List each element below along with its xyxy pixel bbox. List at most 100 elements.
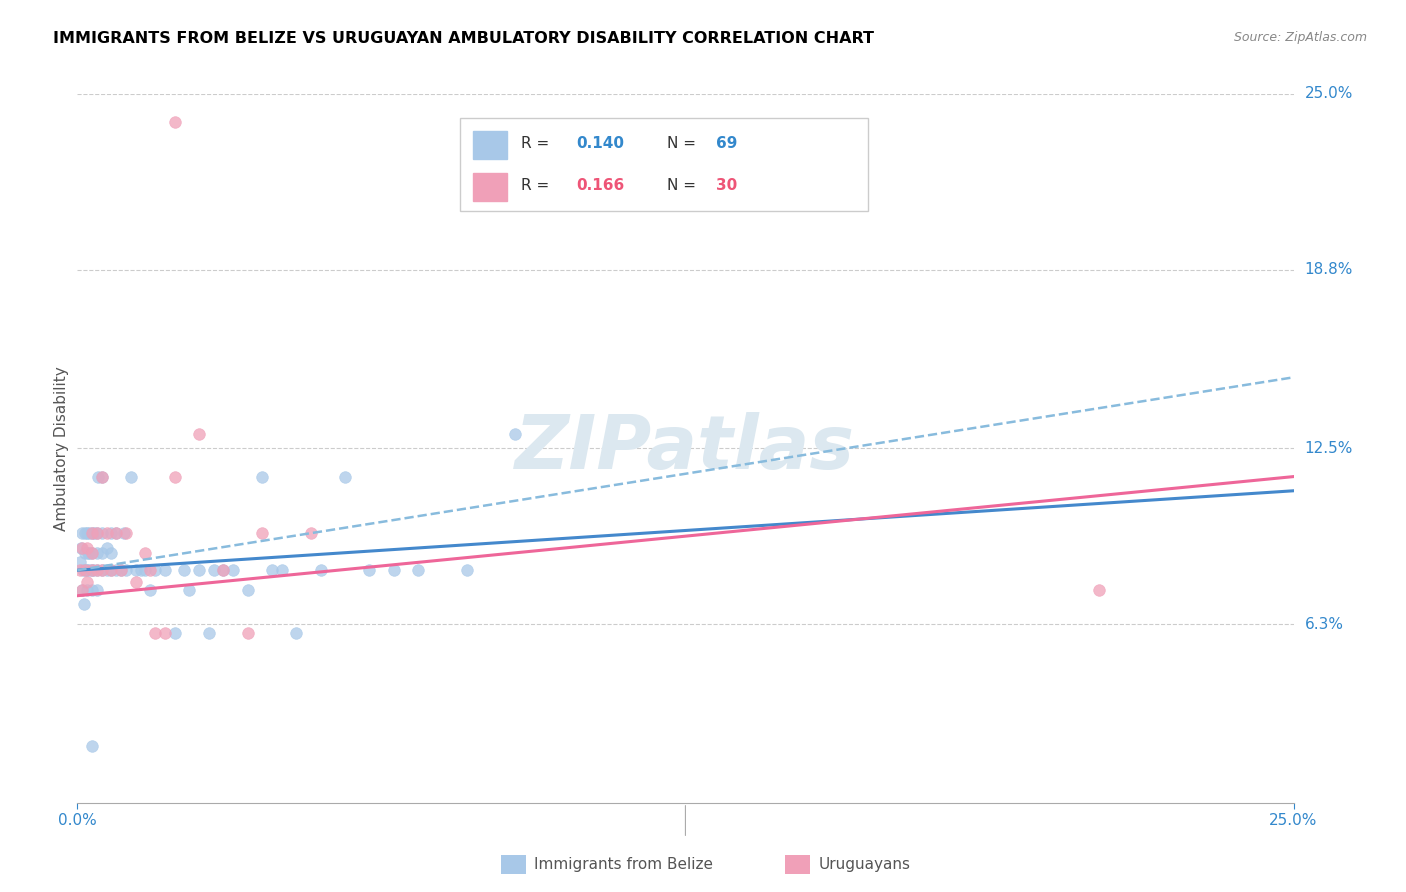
Point — [76, 541, 98, 555]
Point — [90, 469, 112, 483]
Point — [188, 427, 211, 442]
Text: Immigrants from Belize: Immigrants from Belize — [534, 857, 713, 871]
Point — [188, 563, 211, 577]
Point — [236, 583, 259, 598]
Point — [105, 563, 128, 577]
Text: 25.0%: 25.0% — [1305, 87, 1353, 101]
Point — [105, 526, 128, 541]
Point — [100, 563, 122, 577]
Point — [75, 563, 97, 577]
Point — [285, 625, 308, 640]
Point — [139, 563, 162, 577]
Point — [69, 555, 91, 569]
Point — [86, 563, 108, 577]
Point — [90, 546, 112, 560]
Point — [80, 583, 103, 598]
Point — [76, 526, 98, 541]
Point — [115, 563, 138, 577]
Point — [72, 563, 94, 577]
FancyBboxPatch shape — [460, 119, 868, 211]
Point — [309, 563, 332, 577]
Point — [153, 563, 176, 577]
Point — [86, 583, 108, 598]
Point — [83, 526, 105, 541]
Point — [90, 469, 112, 483]
Point — [143, 625, 166, 640]
Point — [80, 546, 103, 560]
Text: Uruguayans: Uruguayans — [818, 857, 910, 871]
Point — [163, 625, 186, 640]
Point — [70, 541, 93, 555]
Point — [115, 526, 138, 541]
Text: 6.3%: 6.3% — [1305, 616, 1344, 632]
Point — [90, 563, 112, 577]
Point — [80, 739, 103, 753]
Point — [125, 563, 148, 577]
Point — [260, 563, 283, 577]
Text: 18.8%: 18.8% — [1305, 262, 1353, 277]
Text: ZIPatlas: ZIPatlas — [516, 412, 855, 484]
Point — [179, 583, 201, 598]
Text: IMMIGRANTS FROM BELIZE VS URUGUAYAN AMBULATORY DISABILITY CORRELATION CHART: IMMIGRANTS FROM BELIZE VS URUGUAYAN AMBU… — [53, 31, 875, 46]
Point — [125, 574, 148, 589]
Bar — [472, 130, 506, 159]
Point — [110, 563, 132, 577]
Point — [134, 563, 156, 577]
Text: 30: 30 — [716, 178, 737, 194]
Point — [299, 526, 322, 541]
Point — [86, 526, 108, 541]
Point — [139, 583, 162, 598]
Point — [86, 563, 108, 577]
Text: R =: R = — [522, 136, 554, 151]
Point — [80, 563, 103, 577]
Point — [90, 526, 112, 541]
Point — [76, 574, 98, 589]
Point — [110, 563, 132, 577]
Point — [112, 526, 135, 541]
Point — [406, 563, 429, 577]
Text: N =: N = — [668, 136, 702, 151]
Point — [163, 469, 186, 483]
Point — [70, 583, 93, 598]
Text: 0.166: 0.166 — [576, 178, 624, 194]
Point — [96, 563, 118, 577]
Point — [202, 563, 225, 577]
Point — [134, 546, 156, 560]
Point — [236, 625, 259, 640]
Point — [76, 563, 98, 577]
Text: 0.140: 0.140 — [576, 136, 624, 151]
Text: 69: 69 — [716, 136, 737, 151]
Point — [222, 563, 245, 577]
Point — [503, 427, 526, 442]
Point — [1088, 583, 1111, 598]
Point — [96, 526, 118, 541]
Point — [76, 583, 98, 598]
Point — [333, 469, 356, 483]
Point — [100, 546, 122, 560]
Point — [212, 563, 235, 577]
Text: Source: ZipAtlas.com: Source: ZipAtlas.com — [1233, 31, 1367, 45]
Point — [82, 563, 104, 577]
Point — [120, 469, 142, 483]
Y-axis label: Ambulatory Disability: Ambulatory Disability — [53, 366, 69, 531]
Point — [250, 526, 273, 541]
Point — [79, 526, 101, 541]
Point — [79, 546, 101, 560]
Point — [456, 563, 478, 577]
Point — [100, 563, 122, 577]
Point — [70, 526, 93, 541]
Point — [72, 597, 94, 611]
Point — [70, 583, 93, 598]
Point — [250, 469, 273, 483]
Point — [100, 526, 122, 541]
Point — [77, 546, 100, 560]
Point — [87, 469, 110, 483]
Point — [73, 563, 96, 577]
Point — [90, 563, 112, 577]
Point — [69, 563, 91, 577]
Point — [77, 563, 100, 577]
Point — [80, 526, 103, 541]
Point — [73, 546, 96, 560]
Point — [173, 563, 195, 577]
Point — [105, 526, 128, 541]
